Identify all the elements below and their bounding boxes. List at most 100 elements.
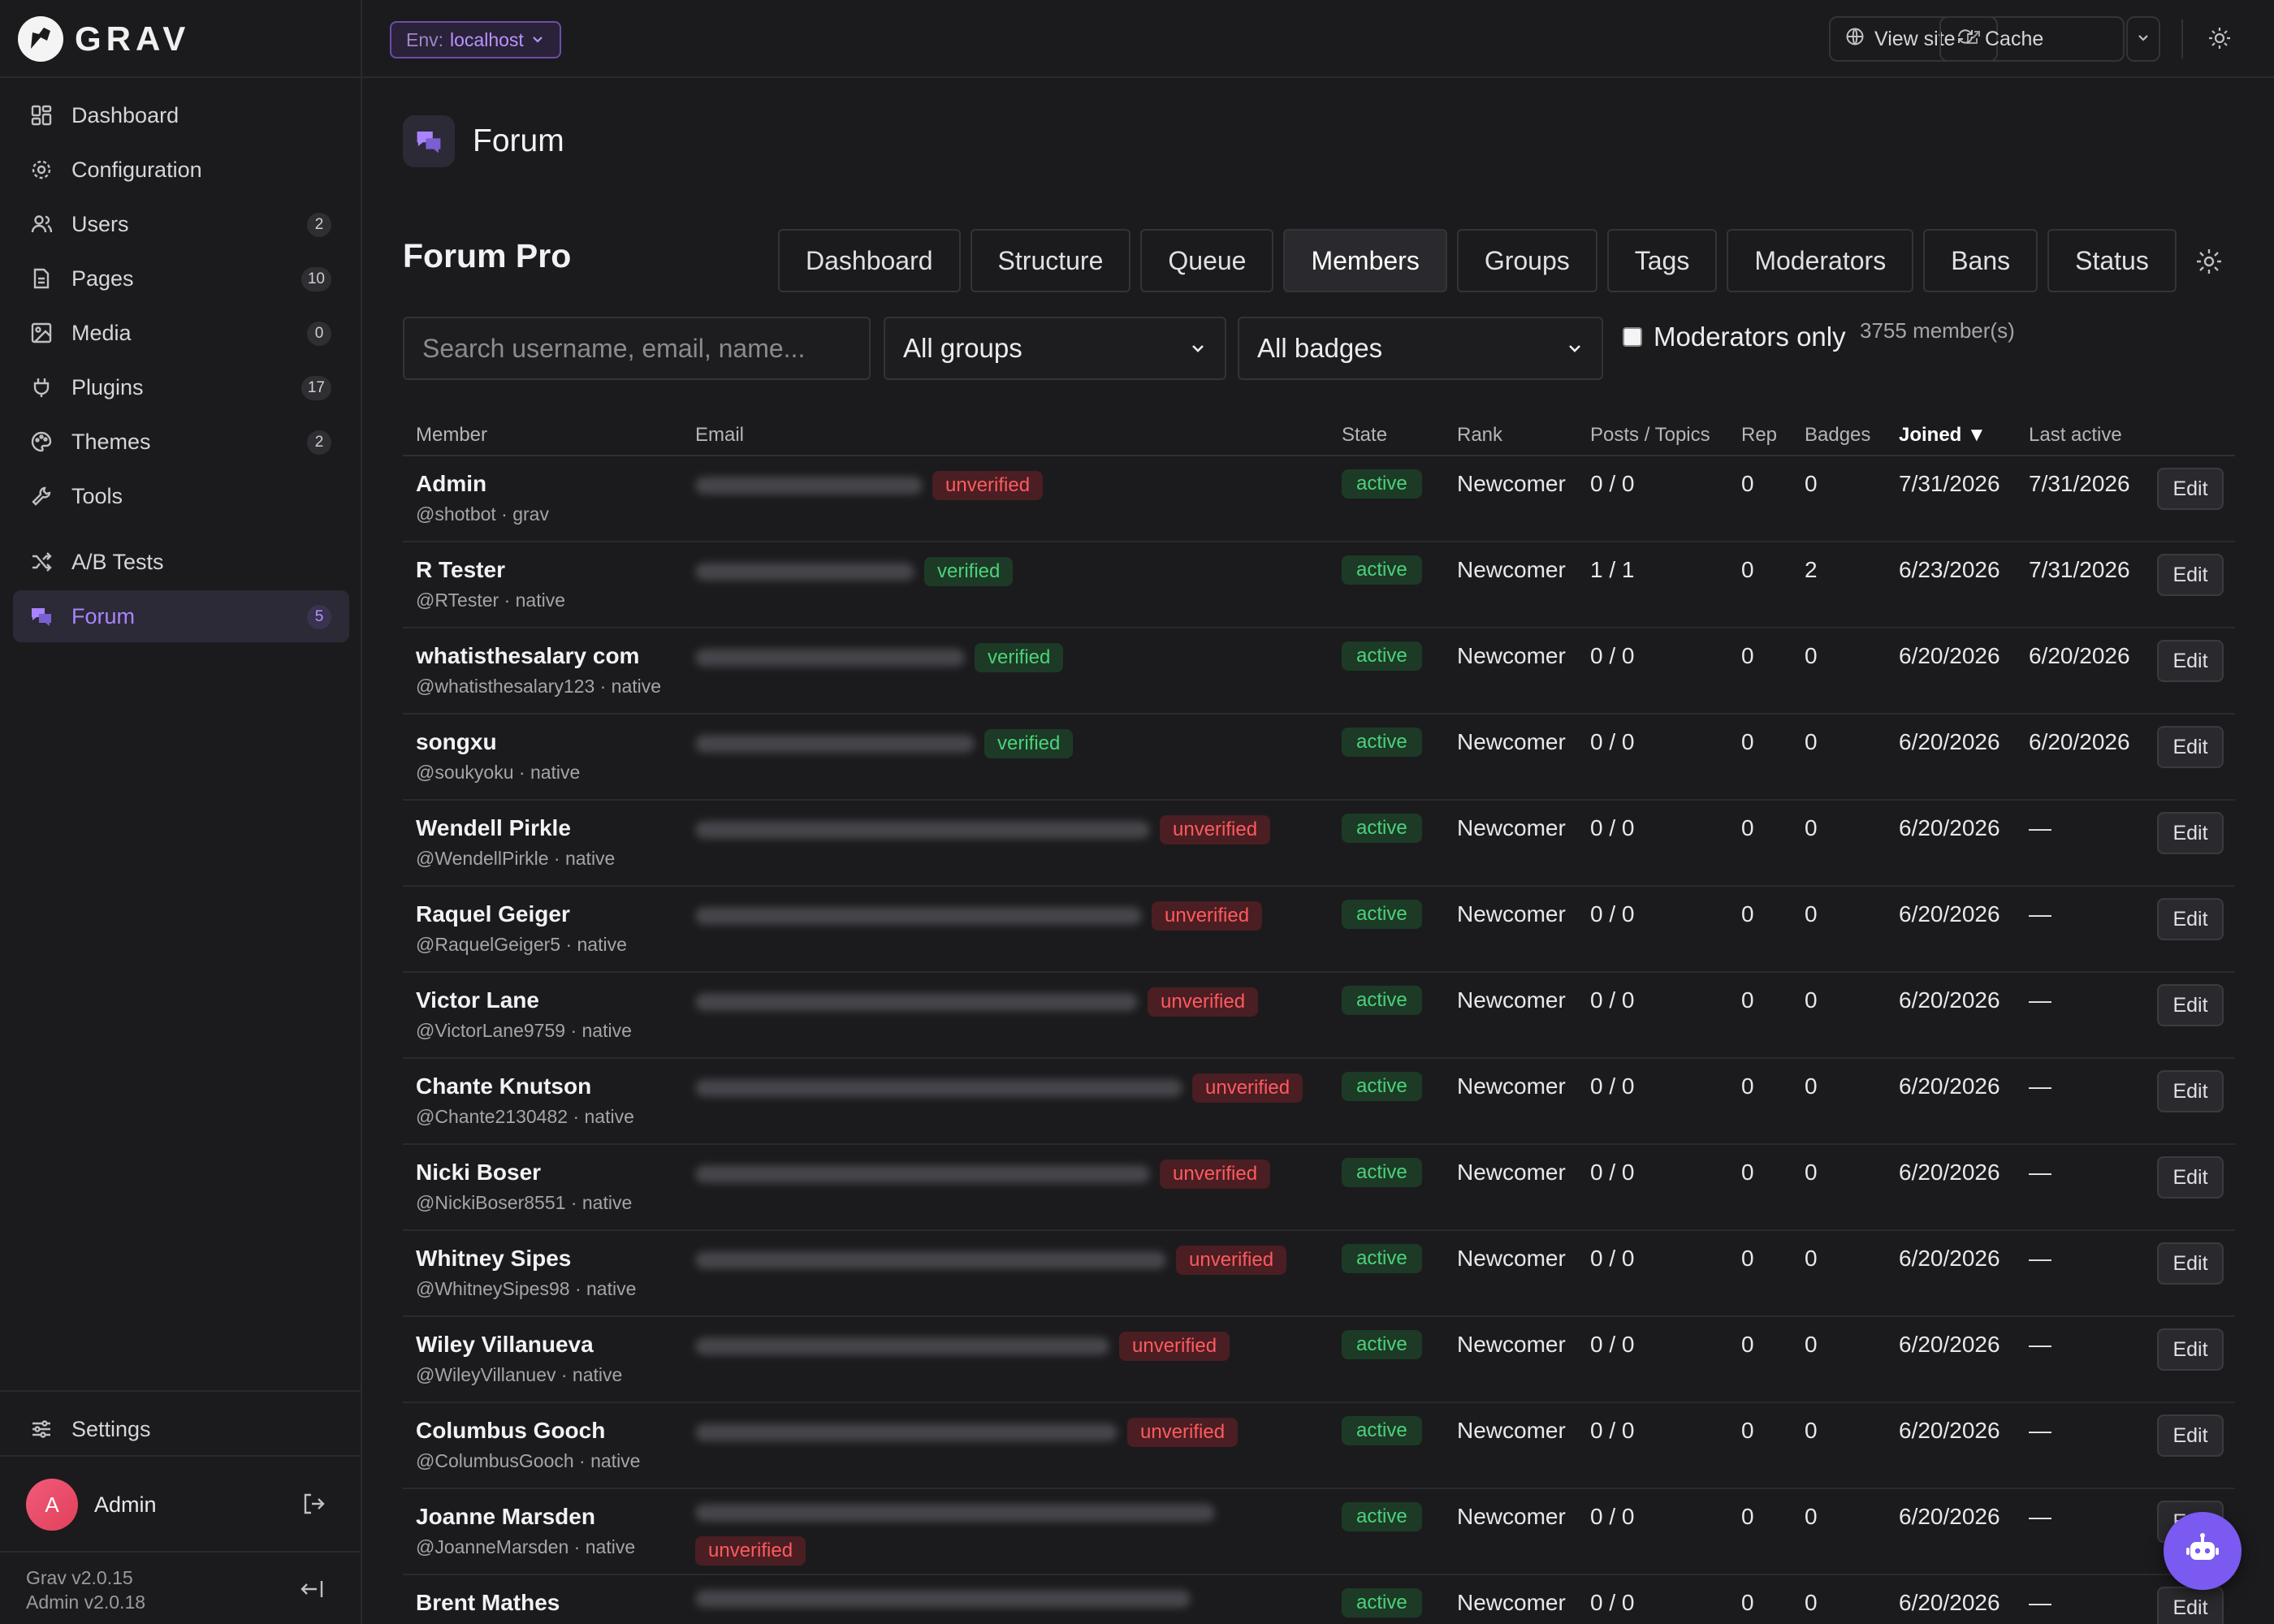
member-filters: All groups All badges Moderators only 37… bbox=[403, 317, 2235, 380]
member-name[interactable]: R Tester bbox=[416, 557, 505, 582]
table-body: Admin @shotbot · grav unverified active Newc… bbox=[403, 456, 2235, 1624]
logo[interactable]: GRAV bbox=[18, 15, 190, 63]
edit-member-button[interactable]: Edit bbox=[2157, 1415, 2224, 1457]
search-input[interactable] bbox=[403, 317, 871, 380]
redacted-email bbox=[695, 477, 923, 495]
edit-member-button[interactable]: Edit bbox=[2157, 812, 2224, 854]
tab-groups[interactable]: Groups bbox=[1456, 229, 1597, 292]
user-name: Admin bbox=[94, 1492, 157, 1517]
sidebar-item-label: Users bbox=[71, 211, 129, 236]
users-count-badge: 2 bbox=[307, 213, 331, 237]
member-name[interactable]: Admin bbox=[416, 471, 487, 496]
member-email: unverified bbox=[695, 901, 1263, 931]
cache-dropdown-button[interactable] bbox=[2126, 16, 2160, 62]
edit-member-button[interactable]: Edit bbox=[2157, 468, 2224, 510]
column-header-state[interactable]: State bbox=[1342, 424, 1388, 446]
redacted-email bbox=[695, 1251, 1166, 1269]
tab-members[interactable]: Members bbox=[1283, 229, 1447, 292]
edit-member-button[interactable]: Edit bbox=[2157, 554, 2224, 596]
assistant-fab[interactable] bbox=[2164, 1512, 2242, 1590]
tab-moderators[interactable]: Moderators bbox=[1727, 229, 1914, 292]
edit-member-button[interactable]: Edit bbox=[2157, 1328, 2224, 1371]
edit-member-button[interactable]: Edit bbox=[2157, 984, 2224, 1026]
tab-status[interactable]: Status bbox=[2047, 229, 2177, 292]
column-header-member[interactable]: Member bbox=[416, 424, 488, 446]
sidebar-item-ab-tests[interactable]: A/B Tests bbox=[13, 536, 349, 588]
table-row: whatisthesalary com @whatisthesalary123 ·… bbox=[403, 628, 2235, 715]
user-profile[interactable]: A Admin bbox=[26, 1478, 335, 1531]
member-name[interactable]: Wiley Villanueva bbox=[416, 1332, 594, 1357]
tab-queue[interactable]: Queue bbox=[1140, 229, 1274, 292]
edit-member-button[interactable]: Edit bbox=[2157, 898, 2224, 940]
sidebar-divider bbox=[0, 1390, 362, 1392]
environment-selector[interactable]: Env: localhost bbox=[390, 21, 561, 58]
member-posts-topics: 1 / 1 bbox=[1590, 557, 1635, 582]
logout-icon[interactable] bbox=[300, 1491, 326, 1521]
sidebar-item-themes[interactable]: Themes 2 bbox=[13, 416, 349, 468]
table-row: Wendell Pirkle @WendellPirkle · native unv… bbox=[403, 801, 2235, 887]
member-last-active: — bbox=[2029, 1160, 2051, 1185]
moderators-only-toggle[interactable]: Moderators only bbox=[1623, 322, 1846, 352]
member-handle: @Chante2130482 · native bbox=[416, 1106, 634, 1127]
member-rep: 0 bbox=[1741, 901, 1754, 926]
member-rep: 0 bbox=[1741, 1160, 1754, 1185]
member-name[interactable]: Whitney Sipes bbox=[416, 1246, 572, 1271]
column-header-joined[interactable]: Joined ▼ bbox=[1899, 424, 1987, 446]
tab-bans[interactable]: Bans bbox=[1923, 229, 2038, 292]
column-header-rep[interactable]: Rep bbox=[1741, 424, 1778, 446]
member-email bbox=[695, 1590, 1191, 1608]
cache-button[interactable]: Cache bbox=[1939, 16, 2125, 62]
gear-icon[interactable] bbox=[2194, 247, 2224, 280]
edit-member-button[interactable]: Edit bbox=[2157, 1242, 2224, 1285]
member-name[interactable]: Victor Lane bbox=[416, 987, 539, 1013]
member-joined: 6/20/2026 bbox=[1899, 729, 2000, 754]
member-email: verified bbox=[695, 729, 1074, 758]
column-header-badges[interactable]: Badges bbox=[1805, 424, 1871, 446]
table-row: R Tester @RTester · native verified active N… bbox=[403, 542, 2235, 628]
tab-structure[interactable]: Structure bbox=[970, 229, 1131, 292]
column-header-email[interactable]: Email bbox=[695, 424, 745, 446]
topbar: Env: localhost View site Cache bbox=[362, 0, 2274, 78]
member-name[interactable]: Columbus Gooch bbox=[416, 1418, 606, 1443]
sidebar-item-configuration[interactable]: Configuration bbox=[13, 144, 349, 196]
member-name[interactable]: Raquel Geiger bbox=[416, 901, 570, 926]
member-last-active: 7/31/2026 bbox=[2029, 471, 2130, 496]
column-header-last-active[interactable]: Last active bbox=[2029, 424, 2122, 446]
tab-tags[interactable]: Tags bbox=[1606, 229, 1718, 292]
member-name[interactable]: whatisthesalary com bbox=[416, 643, 640, 668]
edit-member-button[interactable]: Edit bbox=[2157, 1156, 2224, 1199]
edit-member-button[interactable]: Edit bbox=[2157, 726, 2224, 768]
edit-member-button[interactable]: Edit bbox=[2157, 640, 2224, 682]
edit-member-button[interactable]: Edit bbox=[2157, 1587, 2224, 1624]
tab-dashboard[interactable]: Dashboard bbox=[778, 229, 961, 292]
sidebar-item-users[interactable]: Users 2 bbox=[13, 198, 349, 250]
sun-icon[interactable] bbox=[2206, 24, 2233, 56]
column-header-rank[interactable]: Rank bbox=[1457, 424, 1503, 446]
member-name[interactable]: songxu bbox=[416, 729, 497, 754]
member-rep: 0 bbox=[1741, 1418, 1754, 1443]
sidebar-item-media[interactable]: Media 0 bbox=[13, 307, 349, 359]
table-row: Brent Mathes active Newcomer 0 / 0 0 0 6/20/20… bbox=[403, 1575, 2235, 1624]
sidebar-item-settings[interactable]: Settings bbox=[13, 1405, 349, 1453]
member-name[interactable]: Nicki Boser bbox=[416, 1160, 542, 1185]
member-name[interactable]: Joanne Marsden bbox=[416, 1504, 595, 1529]
member-badges: 2 bbox=[1805, 557, 1818, 582]
sidebar-item-pages[interactable]: Pages 10 bbox=[13, 253, 349, 304]
sidebar-item-tools[interactable]: Tools bbox=[13, 470, 349, 522]
page-header: Forum bbox=[403, 115, 564, 167]
sidebar-item-forum[interactable]: Forum 5 bbox=[13, 590, 349, 642]
sidebar-item-dashboard[interactable]: Dashboard bbox=[13, 89, 349, 141]
column-header-posts-topics[interactable]: Posts / Topics bbox=[1590, 424, 1710, 446]
groups-select[interactable]: All groups bbox=[884, 317, 1226, 380]
collapse-sidebar-icon[interactable] bbox=[299, 1577, 326, 1605]
edit-member-button[interactable]: Edit bbox=[2157, 1070, 2224, 1112]
sidebar-item-plugins[interactable]: Plugins 17 bbox=[13, 361, 349, 413]
moderators-only-checkbox[interactable] bbox=[1623, 327, 1642, 347]
member-name[interactable]: Brent Mathes bbox=[416, 1590, 560, 1615]
member-name[interactable]: Wendell Pirkle bbox=[416, 815, 571, 840]
chat-icon bbox=[29, 604, 54, 628]
member-handle: @soukyoku · native bbox=[416, 762, 581, 783]
member-name[interactable]: Chante Knutson bbox=[416, 1073, 592, 1099]
badges-select[interactable]: All badges bbox=[1238, 317, 1603, 380]
member-badges: 0 bbox=[1805, 815, 1818, 840]
